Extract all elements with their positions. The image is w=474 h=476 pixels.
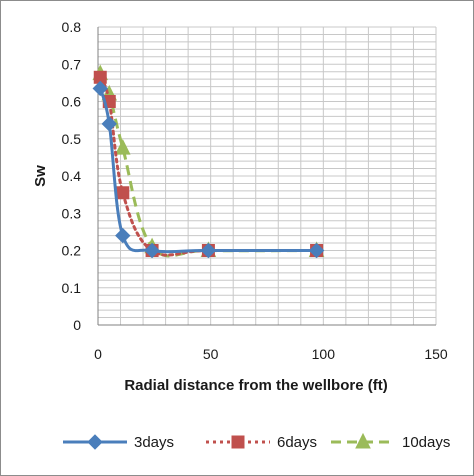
y-axis-title: Sw (32, 165, 49, 187)
x-axis-title: Radial distance from the wellbore (ft) (124, 377, 387, 394)
y-tick-label: 0.7 (62, 56, 82, 72)
y-tick-label: 0.1 (62, 280, 82, 296)
data-point-3days (144, 242, 160, 259)
y-tick-label: 0.3 (62, 205, 82, 221)
y-tick-label: 0.5 (62, 131, 82, 147)
x-tick-label: 50 (203, 346, 219, 362)
y-tick-label: 0.4 (62, 168, 82, 184)
data-point-6days (116, 186, 130, 200)
legend-label-3days: 3days (134, 434, 174, 451)
grid (97, 26, 437, 326)
y-tick-label: 0.2 (62, 243, 82, 259)
legend-item-10days: 10days (331, 432, 450, 451)
legend-item-3days: 3days (63, 434, 174, 451)
legend-marker-3days (87, 434, 103, 450)
data-point-3days (115, 227, 131, 244)
data-point-10days (114, 138, 131, 155)
data-point-3days (92, 80, 108, 97)
legend-marker-6days (231, 435, 245, 449)
legend: 3days 6days 10days (63, 432, 450, 451)
data-point-3days (308, 242, 325, 259)
data-point-3days (101, 116, 117, 132)
y-tick-label: 0 (73, 317, 81, 333)
x-tick-label: 100 (312, 346, 336, 362)
y-tick-label: 0.6 (62, 94, 82, 110)
legend-label-6days: 6days (277, 434, 317, 451)
series-6days (93, 70, 324, 257)
x-tick-label: 0 (94, 346, 102, 362)
tick-labels: 0 0.1 0.2 0.3 0.4 0.5 0.6 0.7 0.8 0 50 100 150 (62, 19, 448, 362)
series-3days (92, 80, 325, 259)
y-tick-label: 0.8 (62, 19, 82, 35)
series-area (92, 64, 325, 259)
legend-item-6days: 6days (206, 434, 317, 451)
legend-label-10days: 10days (402, 434, 450, 451)
data-point-3days (200, 242, 217, 259)
legend-marker-10days (355, 432, 371, 449)
x-tick-label: 150 (424, 346, 448, 362)
